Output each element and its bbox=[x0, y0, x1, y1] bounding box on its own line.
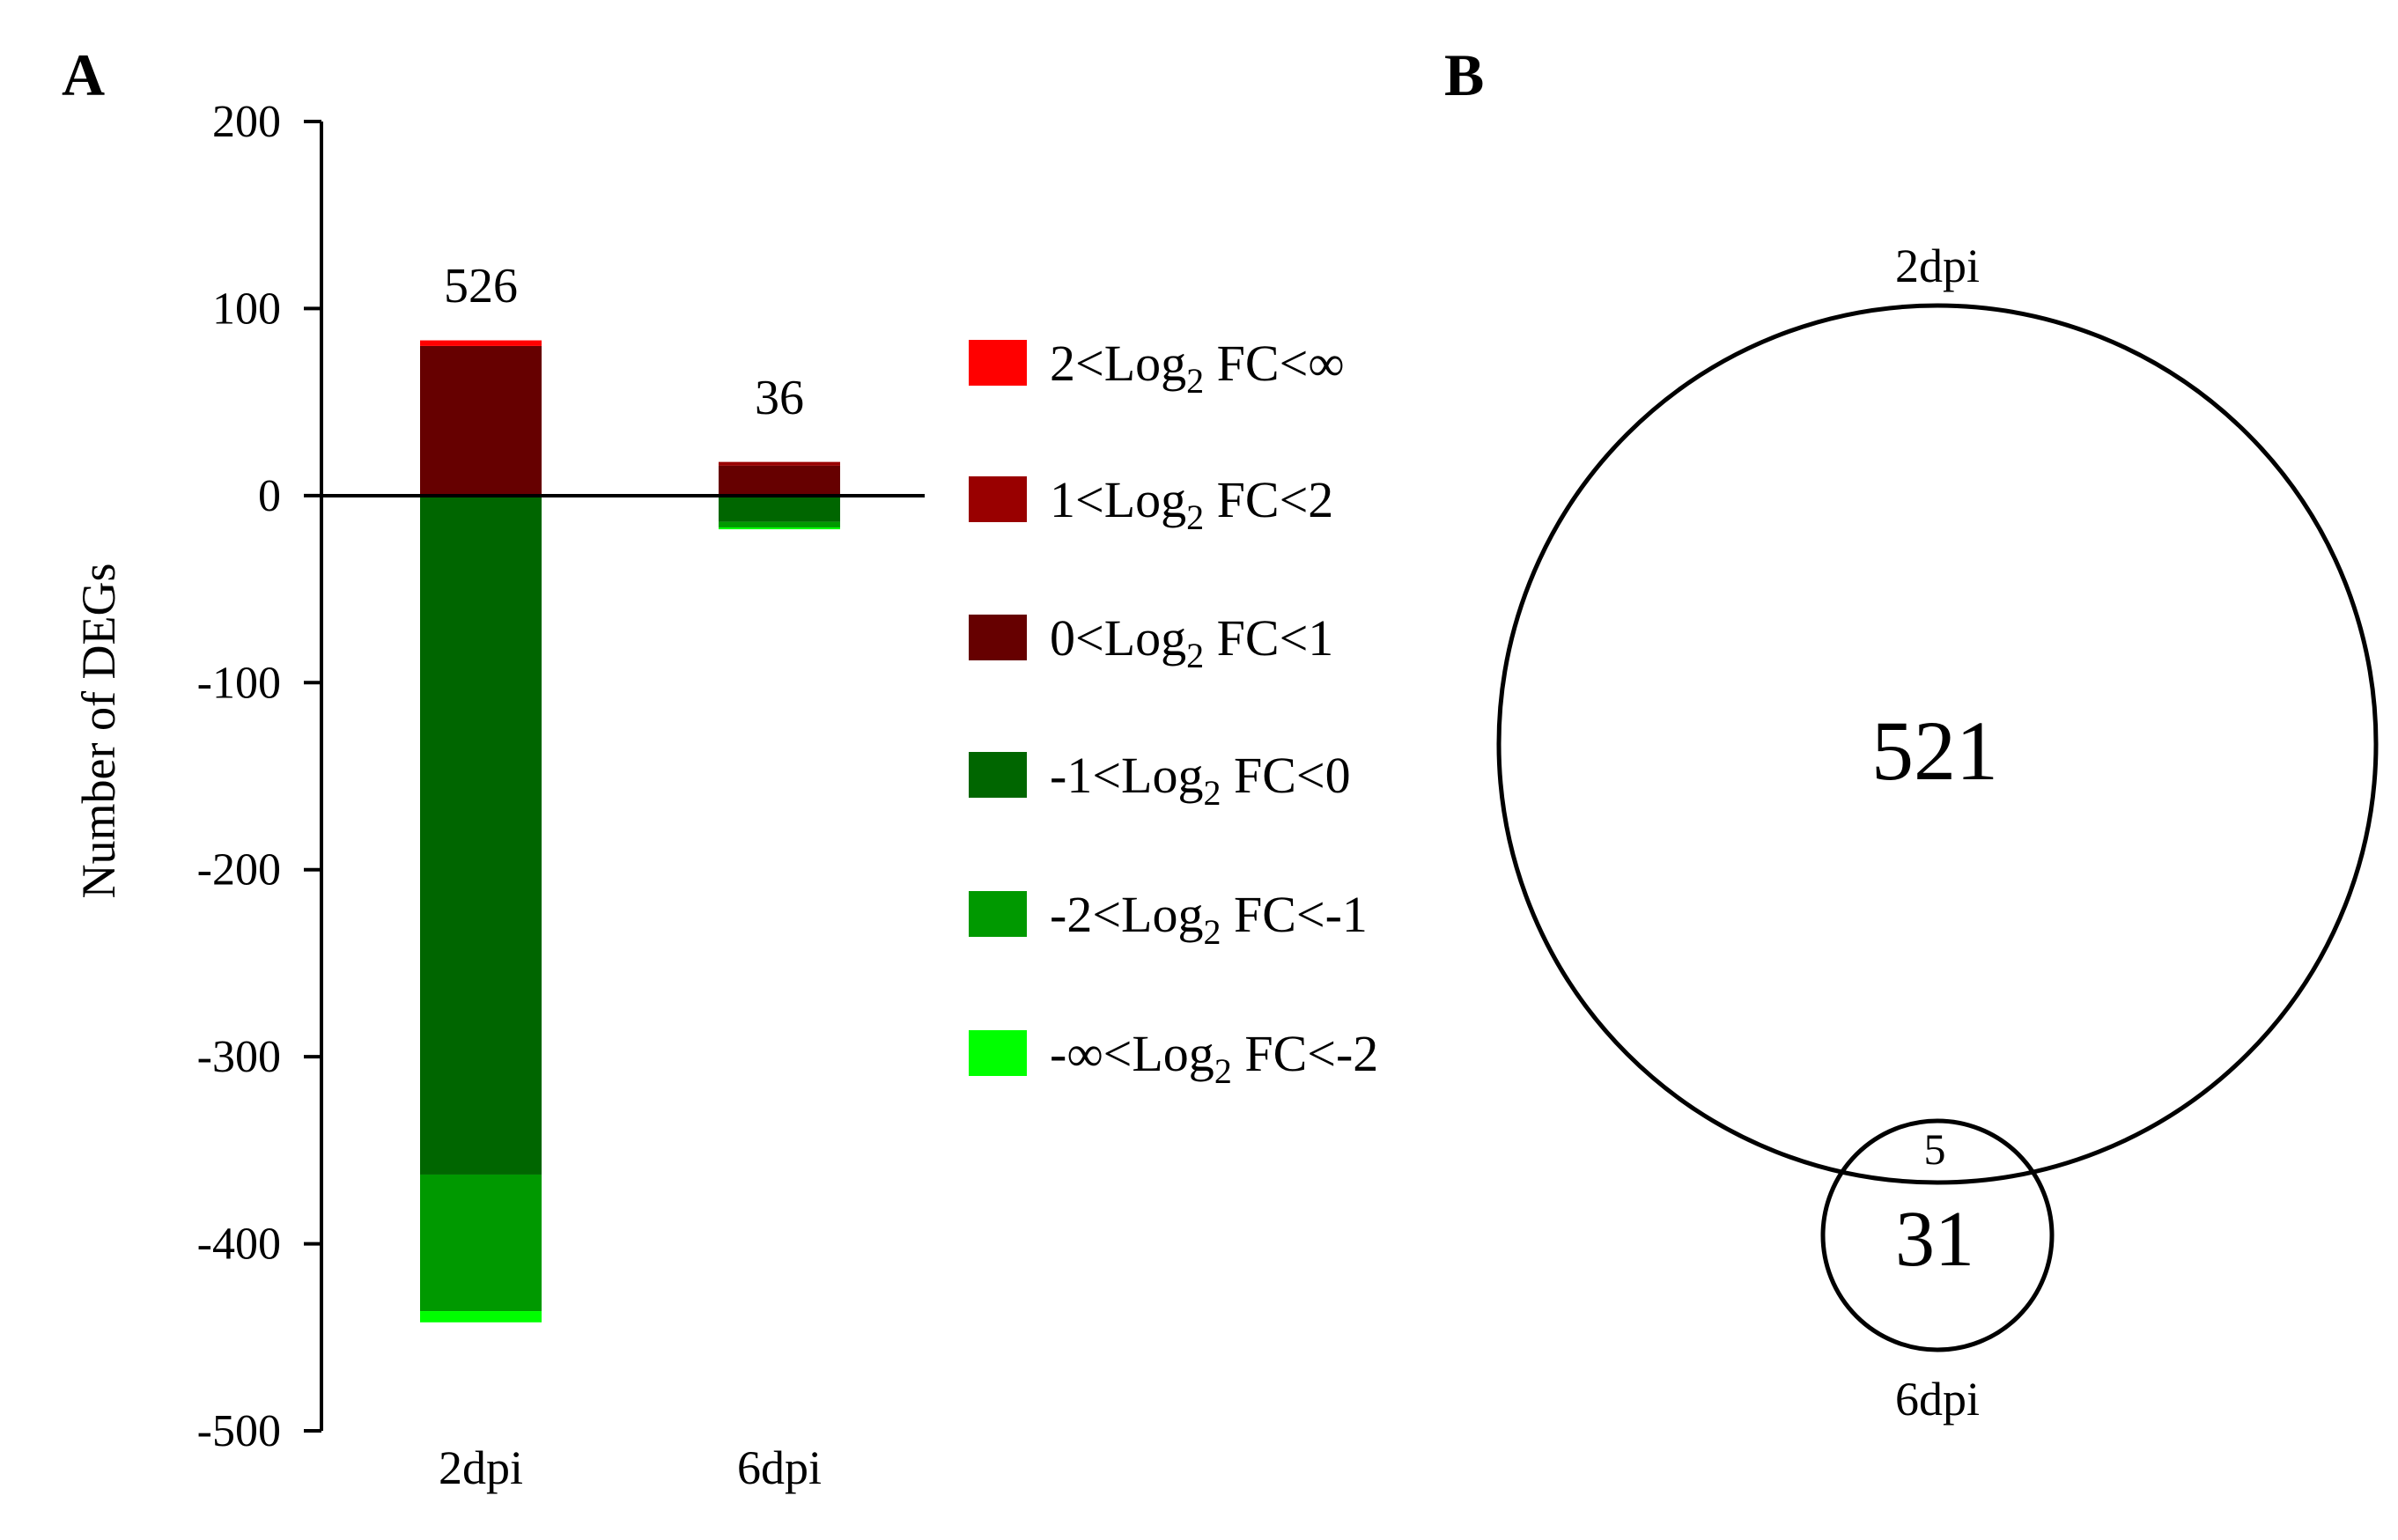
legend-label: -∞<Log2 FC<-2 bbox=[1050, 1025, 1378, 1091]
y-tick-label: -500 bbox=[197, 1406, 281, 1456]
y-tick-label: -400 bbox=[197, 1219, 281, 1270]
legend-label-text: FC<-1 bbox=[1221, 886, 1367, 943]
legend-label-text: FC<2 bbox=[1204, 471, 1333, 528]
venn-label-2dpi: 2dpi bbox=[1895, 239, 1980, 292]
bar-segment-2dpi bbox=[420, 1311, 542, 1323]
bar-segment-2dpi bbox=[420, 340, 542, 346]
venn-circle-2dpi bbox=[1496, 303, 2379, 1185]
legend-label: -2<Log2 FC<-1 bbox=[1050, 886, 1368, 952]
legend-label-text: FC<0 bbox=[1221, 747, 1350, 804]
legend-label-text: 2<Log bbox=[1050, 335, 1186, 392]
legend-label-text: 0<Log bbox=[1050, 609, 1186, 667]
bar-total-label: 36 bbox=[755, 371, 804, 425]
legend-label: 2<Log2 FC<∞ bbox=[1050, 335, 1345, 401]
y-tick-label: 200 bbox=[212, 97, 281, 147]
legend-swatch bbox=[969, 340, 1027, 386]
legend-label-text: FC<-2 bbox=[1232, 1025, 1378, 1082]
legend-label-subscript: 2 bbox=[1203, 912, 1221, 952]
venn-intersection-count: 5 bbox=[1924, 1124, 1946, 1174]
venn-only-6dpi-count: 31 bbox=[1895, 1196, 1974, 1283]
x-category-label: 6dpi bbox=[737, 1441, 822, 1494]
venn-label-6dpi: 6dpi bbox=[1895, 1373, 1980, 1426]
bar-segment-6dpi bbox=[719, 465, 840, 496]
legend-label-text: -2<Log bbox=[1050, 886, 1203, 943]
legend-label-subscript: 2 bbox=[1186, 497, 1204, 537]
bar-segment-2dpi bbox=[420, 345, 542, 496]
legend-label: 1<Log2 FC<2 bbox=[1050, 471, 1333, 537]
x-category-label: 2dpi bbox=[439, 1441, 523, 1494]
bar-segment-6dpi bbox=[719, 527, 840, 530]
y-tick-label: 100 bbox=[212, 284, 281, 334]
bar-segment-2dpi bbox=[420, 1174, 542, 1312]
legend-swatch bbox=[969, 1030, 1027, 1076]
legend-label-text: FC<1 bbox=[1204, 609, 1333, 667]
category-labels: 2dpi 6dpi bbox=[439, 1441, 822, 1494]
bar-segment-2dpi bbox=[420, 495, 542, 1175]
panel-a-letter: A bbox=[62, 41, 105, 108]
bar-total-label: 526 bbox=[444, 259, 518, 313]
venn-diagram: 2dpi 521 5 31 6dpi bbox=[1496, 239, 2379, 1426]
legend-swatch bbox=[969, 615, 1027, 660]
bars-layer bbox=[420, 340, 840, 1323]
legend-label-text: -∞<Log bbox=[1050, 1025, 1214, 1082]
y-tick-label: -100 bbox=[197, 658, 281, 708]
y-tick-label: 0 bbox=[258, 471, 281, 521]
legend-label-subscript: 2 bbox=[1186, 361, 1204, 401]
bar-total-labels: 526 36 bbox=[444, 259, 804, 425]
legend-label-text: 1<Log bbox=[1050, 471, 1186, 528]
legend: 2<Log2 FC<∞1<Log2 FC<20<Log2 FC<1-1<Log2… bbox=[969, 335, 1378, 1091]
legend-label-subscript: 2 bbox=[1214, 1051, 1232, 1091]
y-tick-label: -300 bbox=[197, 1032, 281, 1082]
legend-swatch bbox=[969, 476, 1027, 522]
y-tick-label: -200 bbox=[197, 845, 281, 895]
venn-only-2dpi-count: 521 bbox=[1871, 704, 1998, 798]
legend-swatch bbox=[969, 752, 1027, 798]
legend-label-text: FC<∞ bbox=[1204, 335, 1345, 392]
legend-label-subscript: 2 bbox=[1186, 636, 1204, 675]
stacked-bar-chart: 200 100 0 -100 -200 -300 -400 -500 Number of DE… bbox=[72, 97, 1378, 1494]
panel-b-letter: B bbox=[1444, 41, 1484, 108]
bar-segment-6dpi bbox=[719, 521, 840, 527]
bar-segment-6dpi bbox=[719, 495, 840, 522]
legend-label-text: -1<Log bbox=[1050, 747, 1203, 804]
legend-label: -1<Log2 FC<0 bbox=[1050, 747, 1351, 813]
legend-label: 0<Log2 FC<1 bbox=[1050, 609, 1333, 675]
legend-label-subscript: 2 bbox=[1203, 773, 1221, 813]
y-ticks: 200 100 0 -100 -200 -300 -400 -500 bbox=[197, 97, 321, 1456]
legend-swatch bbox=[969, 891, 1027, 937]
bar-segment-6dpi bbox=[719, 461, 840, 466]
y-axis-title: Number of DEGs bbox=[72, 564, 125, 899]
venn-circle-6dpi bbox=[1820, 1118, 2055, 1352]
